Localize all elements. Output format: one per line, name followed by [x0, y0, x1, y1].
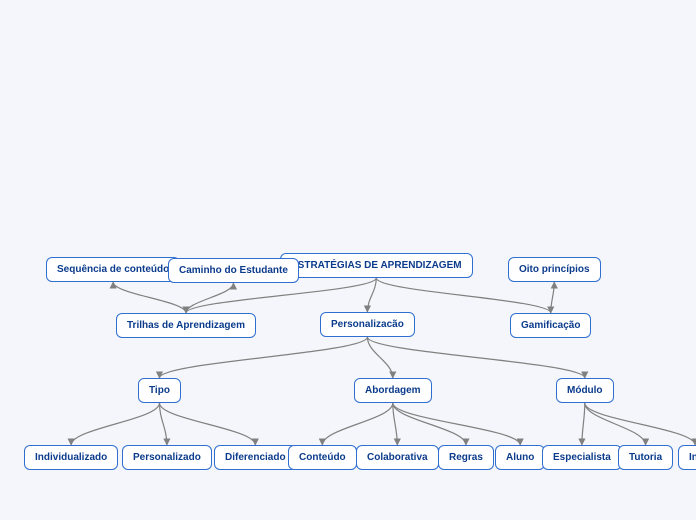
edge-abordagem-conteudo: [322, 403, 392, 445]
node-diferenciado: Diferenciado: [214, 445, 297, 470]
edge-tipo-individualizado: [71, 403, 159, 445]
edge-modulo-especialista: [582, 403, 585, 445]
node-conteudo: Conteúdo: [288, 445, 357, 470]
edge-gamificacao-oito: [551, 282, 555, 313]
node-personalizado: Personalizado: [122, 445, 212, 470]
edge-trilhas-seq: [113, 282, 186, 313]
edge-tipo-diferenciado: [159, 403, 255, 445]
node-trilhas: Trilhas de Aprendizagem: [116, 313, 256, 338]
node-individualizado: Individualizado: [24, 445, 118, 470]
edge-abordagem-colaborativa: [393, 403, 398, 445]
edge-tipo-personalizado: [159, 403, 166, 445]
node-seq: Sequência de conteúdo: [46, 257, 180, 282]
edge-personalizacao-tipo: [159, 337, 367, 378]
node-modulo: Módulo: [556, 378, 614, 403]
edge-root-personalizacao: [367, 278, 376, 312]
node-tutoria: Tutoria: [618, 445, 673, 470]
node-gamificacao: Gamificação: [510, 313, 591, 338]
node-aluno: Aluno: [495, 445, 545, 470]
node-int: Int: [678, 445, 696, 470]
edge-personalizacao-abordagem: [367, 337, 392, 378]
node-abordagem: Abordagem: [354, 378, 432, 403]
node-especialista: Especialista: [542, 445, 622, 470]
node-personalizacao: Personalizacão: [320, 312, 415, 337]
edge-modulo-tutoria: [585, 403, 646, 445]
node-regras: Regras: [438, 445, 494, 470]
edge-modulo-int: [585, 403, 695, 445]
node-oito: Oito princípios: [508, 257, 601, 282]
edge-root-gamificacao: [376, 278, 550, 313]
edge-root-trilhas: [186, 278, 376, 313]
node-caminho: Caminho do Estudante: [168, 258, 299, 283]
edge-abordagem-regras: [393, 403, 466, 445]
edge-abordagem-aluno: [393, 403, 520, 445]
edge-personalizacao-modulo: [367, 337, 584, 378]
node-tipo: Tipo: [138, 378, 181, 403]
node-colaborativa: Colaborativa: [356, 445, 439, 470]
edge-trilhas-caminho: [186, 283, 233, 313]
node-root: ESTRATÉGIAS DE APRENDIZAGEM: [280, 253, 473, 278]
